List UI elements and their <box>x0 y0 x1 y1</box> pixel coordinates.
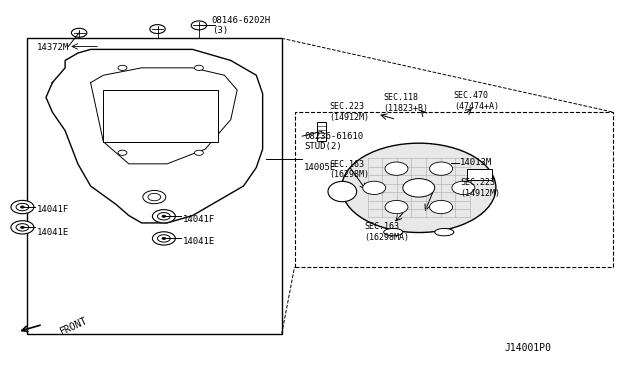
Bar <box>27 38 282 334</box>
Bar <box>294 112 613 267</box>
Circle shape <box>385 162 408 175</box>
Circle shape <box>191 21 207 30</box>
Bar <box>317 122 326 141</box>
Text: FRONT: FRONT <box>59 315 90 337</box>
Circle shape <box>157 212 170 220</box>
Circle shape <box>20 206 24 208</box>
Circle shape <box>118 65 127 70</box>
Circle shape <box>150 25 165 33</box>
Circle shape <box>152 210 175 223</box>
Text: SEC.163
(16298MA): SEC.163 (16298MA) <box>365 222 410 242</box>
Circle shape <box>403 179 435 197</box>
Text: 14013M: 14013M <box>460 157 492 167</box>
Text: 14372M: 14372M <box>36 43 68 52</box>
Circle shape <box>11 221 34 234</box>
Text: 14041F: 14041F <box>183 215 215 224</box>
Circle shape <box>152 232 175 245</box>
Circle shape <box>195 150 204 155</box>
Circle shape <box>16 224 29 231</box>
Circle shape <box>157 235 170 242</box>
Circle shape <box>452 181 475 195</box>
Text: 14041E: 14041E <box>36 228 68 237</box>
Text: 14005E: 14005E <box>304 163 336 172</box>
Circle shape <box>429 162 452 175</box>
Bar <box>467 169 492 180</box>
Circle shape <box>195 65 204 70</box>
Circle shape <box>16 203 29 211</box>
Circle shape <box>363 181 386 195</box>
Circle shape <box>20 226 24 228</box>
Text: 14041F: 14041F <box>36 205 68 215</box>
Circle shape <box>118 150 127 155</box>
Text: SEC.163
(16298M): SEC.163 (16298M) <box>330 160 369 179</box>
Ellipse shape <box>384 228 403 236</box>
Circle shape <box>143 190 166 204</box>
Text: SEC.470
(47474+A): SEC.470 (47474+A) <box>454 92 499 111</box>
Text: J14001P0: J14001P0 <box>505 343 552 353</box>
Circle shape <box>148 193 161 201</box>
Circle shape <box>429 201 452 214</box>
Circle shape <box>162 237 166 240</box>
Text: SEC.118
(11823+B): SEC.118 (11823+B) <box>384 93 429 113</box>
Text: SEC.223
(14912M): SEC.223 (14912M) <box>460 178 500 198</box>
Text: SEC.223
(14912M): SEC.223 (14912M) <box>330 102 369 122</box>
Circle shape <box>162 215 166 217</box>
Circle shape <box>11 201 34 214</box>
Ellipse shape <box>342 143 496 232</box>
Circle shape <box>72 28 87 37</box>
Text: 08146-6202H
(3): 08146-6202H (3) <box>212 16 271 35</box>
Ellipse shape <box>435 228 454 236</box>
Bar <box>103 90 218 142</box>
Ellipse shape <box>328 182 356 202</box>
Circle shape <box>385 201 408 214</box>
Text: 08236-61610
STUD(2): 08236-61610 STUD(2) <box>304 132 363 151</box>
Text: 14041E: 14041E <box>183 237 215 246</box>
